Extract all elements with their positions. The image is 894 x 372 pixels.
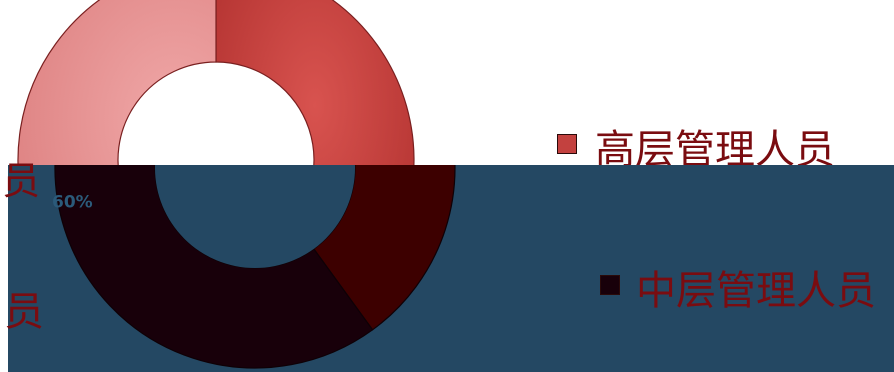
legend-marker-top	[557, 134, 577, 154]
data-label-senior-management: 40%	[377, 112, 418, 132]
legend-label-bottom: 中层管理人员	[636, 268, 876, 314]
slice-senior-management	[312, 165, 456, 331]
legend-marker-bottom	[600, 275, 620, 295]
left-fragment-top: 员	[2, 159, 41, 203]
donut-hole-bottom	[155, 165, 355, 268]
data-label-middle-management: 60%	[52, 192, 93, 212]
left-fragment-bottom: 员	[4, 289, 44, 335]
